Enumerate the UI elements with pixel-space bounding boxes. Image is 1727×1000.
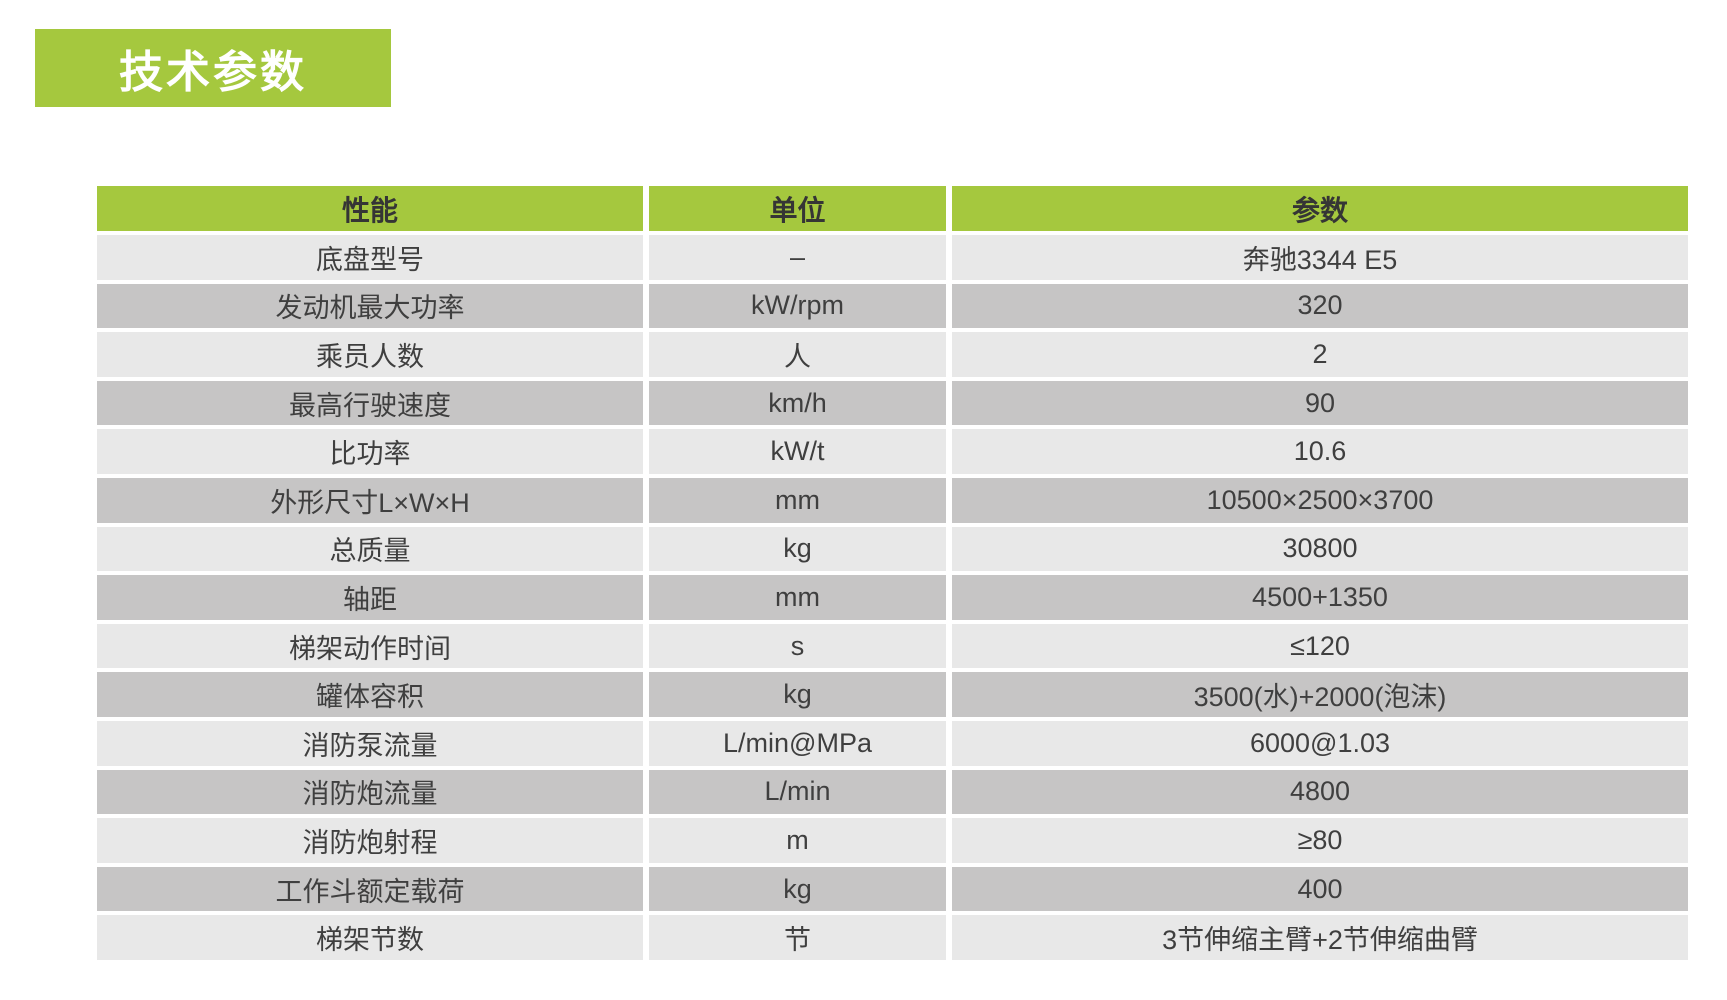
cell-value: 10.6 xyxy=(952,429,1688,474)
table-row: 梯架节数 节 3节伸缩主臂+2节伸缩曲臂 xyxy=(97,915,1688,960)
section-title-badge: 技术参数 xyxy=(35,29,391,107)
cell-unit: – xyxy=(649,235,946,280)
table-row: 比功率 kW/t 10.6 xyxy=(97,429,1688,474)
cell-performance: 消防炮射程 xyxy=(97,818,643,863)
column-header-unit: 单位 xyxy=(649,186,946,231)
cell-value: 3500(水)+2000(泡沫) xyxy=(952,672,1688,717)
table-row: 轴距 mm 4500+1350 xyxy=(97,575,1688,620)
cell-unit: 节 xyxy=(649,915,946,960)
table-row: 外形尺寸L×W×H mm 10500×2500×3700 xyxy=(97,477,1688,523)
table-row: 消防炮射程 m ≥80 xyxy=(97,818,1688,863)
cell-performance: 外形尺寸L×W×H xyxy=(97,477,643,523)
table-row: 最高行驶速度 km/h 90 xyxy=(97,380,1688,426)
spec-table: 性能 单位 参数 底盘型号 – 奔驰3344 E5 发动机最大功率 kW/rpm… xyxy=(97,186,1688,960)
cell-unit: m xyxy=(649,818,946,863)
cell-value: 3节伸缩主臂+2节伸缩曲臂 xyxy=(952,915,1688,960)
cell-unit: s xyxy=(649,623,946,669)
table-row: 底盘型号 – 奔驰3344 E5 xyxy=(97,235,1688,280)
table-row: 消防炮流量 L/min 4800 xyxy=(97,769,1688,815)
cell-performance: 最高行驶速度 xyxy=(97,380,643,426)
section-title: 技术参数 xyxy=(119,48,307,97)
cell-performance: 工作斗额定载荷 xyxy=(97,866,643,912)
table-row: 罐体容积 kg 3500(水)+2000(泡沫) xyxy=(97,672,1688,717)
cell-unit: kW/rpm xyxy=(649,283,946,329)
column-header-performance: 性能 xyxy=(97,186,643,231)
cell-unit: L/min@MPa xyxy=(649,720,946,766)
cell-value: 90 xyxy=(952,380,1688,426)
cell-value: ≤120 xyxy=(952,623,1688,669)
table-header-row: 性能 单位 参数 xyxy=(97,186,1688,231)
cell-performance: 梯架动作时间 xyxy=(97,623,643,669)
cell-performance: 比功率 xyxy=(97,429,643,474)
table-row: 总质量 kg 30800 xyxy=(97,526,1688,572)
cell-performance: 梯架节数 xyxy=(97,915,643,960)
cell-value: 4500+1350 xyxy=(952,575,1688,620)
cell-value: 2 xyxy=(952,332,1688,377)
table-row: 乘员人数 人 2 xyxy=(97,332,1688,377)
cell-unit: 人 xyxy=(649,332,946,377)
table-row: 消防泵流量 L/min@MPa 6000@1.03 xyxy=(97,720,1688,766)
cell-value: 4800 xyxy=(952,769,1688,815)
cell-performance: 消防泵流量 xyxy=(97,720,643,766)
cell-unit: mm xyxy=(649,477,946,523)
cell-performance: 底盘型号 xyxy=(97,235,643,280)
cell-performance: 轴距 xyxy=(97,575,643,620)
cell-performance: 发动机最大功率 xyxy=(97,283,643,329)
cell-unit: km/h xyxy=(649,380,946,426)
cell-value: 320 xyxy=(952,283,1688,329)
table-row: 工作斗额定载荷 kg 400 xyxy=(97,866,1688,912)
cell-unit: kg xyxy=(649,672,946,717)
cell-unit: kW/t xyxy=(649,429,946,474)
cell-value: 6000@1.03 xyxy=(952,720,1688,766)
table-row: 梯架动作时间 s ≤120 xyxy=(97,623,1688,669)
column-header-parameter: 参数 xyxy=(952,186,1688,231)
cell-value: ≥80 xyxy=(952,818,1688,863)
cell-performance: 总质量 xyxy=(97,526,643,572)
cell-value: 10500×2500×3700 xyxy=(952,477,1688,523)
cell-unit: kg xyxy=(649,866,946,912)
cell-unit: kg xyxy=(649,526,946,572)
cell-value: 奔驰3344 E5 xyxy=(952,235,1688,280)
cell-unit: L/min xyxy=(649,769,946,815)
cell-performance: 消防炮流量 xyxy=(97,769,643,815)
cell-performance: 乘员人数 xyxy=(97,332,643,377)
cell-value: 30800 xyxy=(952,526,1688,572)
cell-unit: mm xyxy=(649,575,946,620)
cell-value: 400 xyxy=(952,866,1688,912)
cell-performance: 罐体容积 xyxy=(97,672,643,717)
table-row: 发动机最大功率 kW/rpm 320 xyxy=(97,283,1688,329)
